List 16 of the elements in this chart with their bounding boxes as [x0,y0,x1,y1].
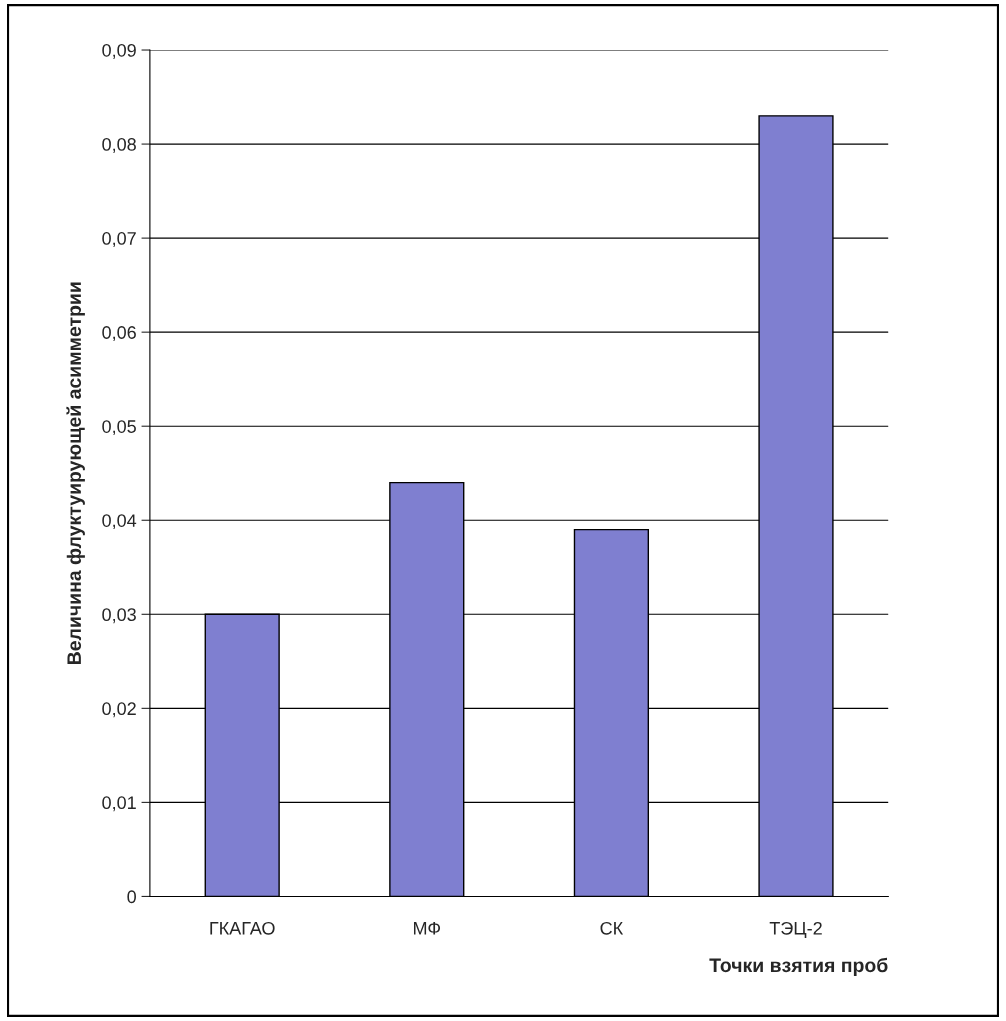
y-tick-label: 0,07 [102,232,136,247]
y-axis-title: Величина флуктуирующей асимметрии [66,282,85,664]
x-tick-label: СК [600,921,624,935]
y-tick-label: 0,05 [102,420,136,436]
x-axis-title: Точки взятия проб [709,957,888,977]
x-tick-label: ГКАГАО [210,921,275,935]
x-tick-label: МФ [413,922,441,935]
y-tick-label: 0,06 [102,326,136,342]
y-tick-label: 0,02 [102,702,136,718]
x-tick-label: ТЭЦ-2 [769,921,822,939]
y-tick-label: 0,01 [102,796,136,812]
y-tick-label: 0,03 [102,608,136,624]
y-tick-label: 0,09 [102,43,136,59]
y-tick-label: 0 [127,890,136,904]
y-tick-label: 0,08 [102,138,136,153]
y-tick-label: 0,04 [102,514,137,530]
